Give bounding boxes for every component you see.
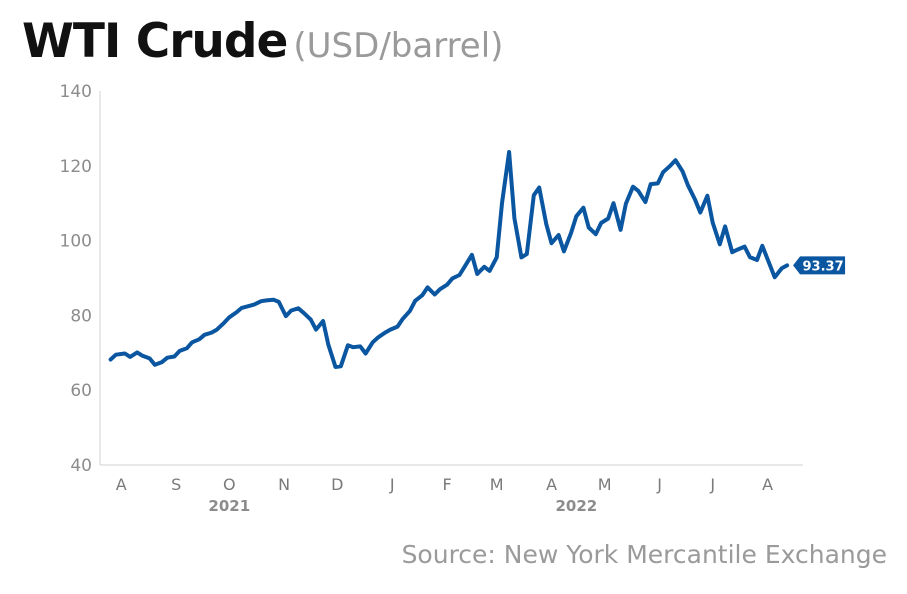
x-tick-label: M bbox=[598, 475, 612, 494]
x-tick-label: J bbox=[389, 475, 395, 494]
x-tick-label: A bbox=[116, 475, 127, 494]
y-tick-label: 100 bbox=[60, 232, 92, 252]
x-tick-label: N bbox=[278, 475, 290, 494]
x-tick-label: M bbox=[490, 475, 504, 494]
x-tick-label: A bbox=[546, 475, 557, 494]
chart-title-group: WTI Crude (USD/barrel) bbox=[22, 14, 503, 69]
last-value-badge-shape bbox=[793, 256, 846, 275]
last-value-label: 93.37 bbox=[803, 259, 844, 274]
chart-subtitle: (USD/barrel) bbox=[293, 26, 504, 66]
x-tick-label: S bbox=[171, 475, 181, 494]
x-tick-label: J bbox=[656, 475, 662, 494]
source-note: Source: New York Mercantile Exchange bbox=[401, 540, 887, 569]
last-value-badge: 93.37 bbox=[793, 256, 846, 275]
y-tick-label: 80 bbox=[70, 306, 92, 326]
y-tick-label: 120 bbox=[60, 157, 92, 177]
series-line-wti bbox=[108, 150, 790, 369]
year-label: 2021 bbox=[208, 497, 250, 515]
y-axis: 40 60 80 100 120 140 bbox=[60, 82, 101, 476]
x-axis: A S O N D J F M A M J J A 2021 2022 bbox=[100, 464, 803, 515]
y-tick-label: 140 bbox=[60, 82, 92, 102]
x-tick-label: D bbox=[331, 475, 343, 494]
y-tick-label: 60 bbox=[70, 381, 92, 401]
year-label: 2022 bbox=[555, 497, 597, 515]
x-tick-label: A bbox=[762, 475, 773, 494]
y-tick-label: 40 bbox=[70, 456, 92, 476]
x-tick-label: J bbox=[709, 475, 715, 494]
x-tick-label: O bbox=[223, 475, 236, 494]
chart-title: WTI Crude bbox=[22, 14, 288, 69]
x-tick-label: F bbox=[442, 475, 451, 494]
